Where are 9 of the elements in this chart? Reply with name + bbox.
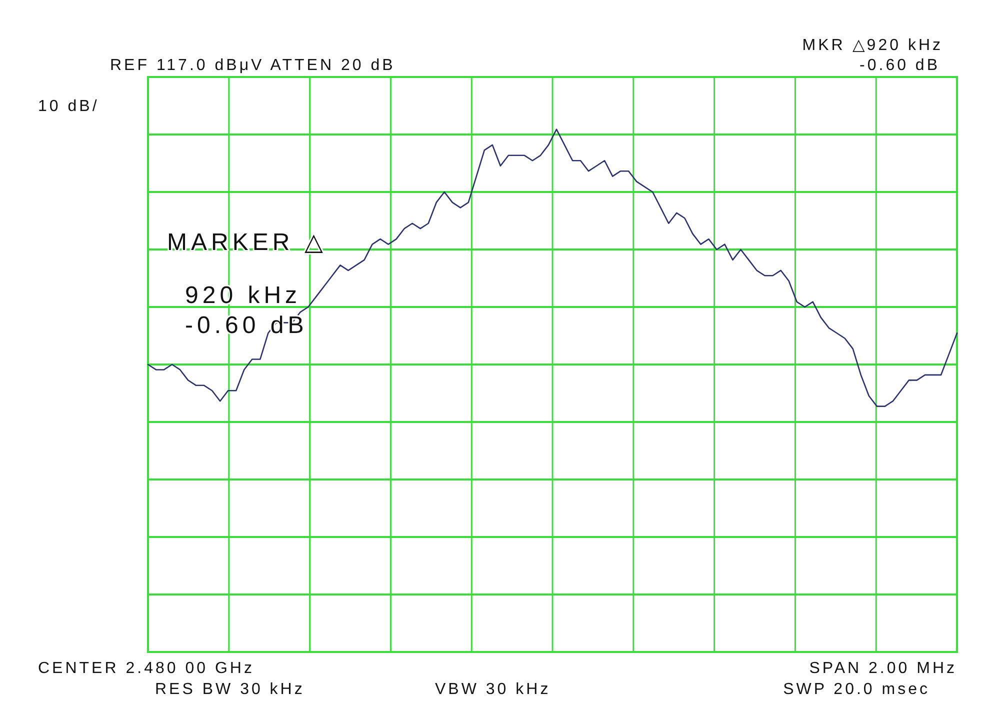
text: RES BW 30 kHz <box>155 681 305 698</box>
text: 10 dB/ <box>38 98 100 115</box>
text: SPAN 2.00 MHz <box>809 660 957 677</box>
text: CENTER 2.480 00 GHz <box>38 660 254 677</box>
text: -0.60 dB <box>860 57 940 74</box>
text: VBW 30 kHz <box>435 681 551 698</box>
text: REF 117.0 dBμV ATTEN 20 dB <box>110 57 396 74</box>
text: SWP 20.0 msec <box>783 681 930 698</box>
text: MKR △920 kHz <box>802 37 943 54</box>
